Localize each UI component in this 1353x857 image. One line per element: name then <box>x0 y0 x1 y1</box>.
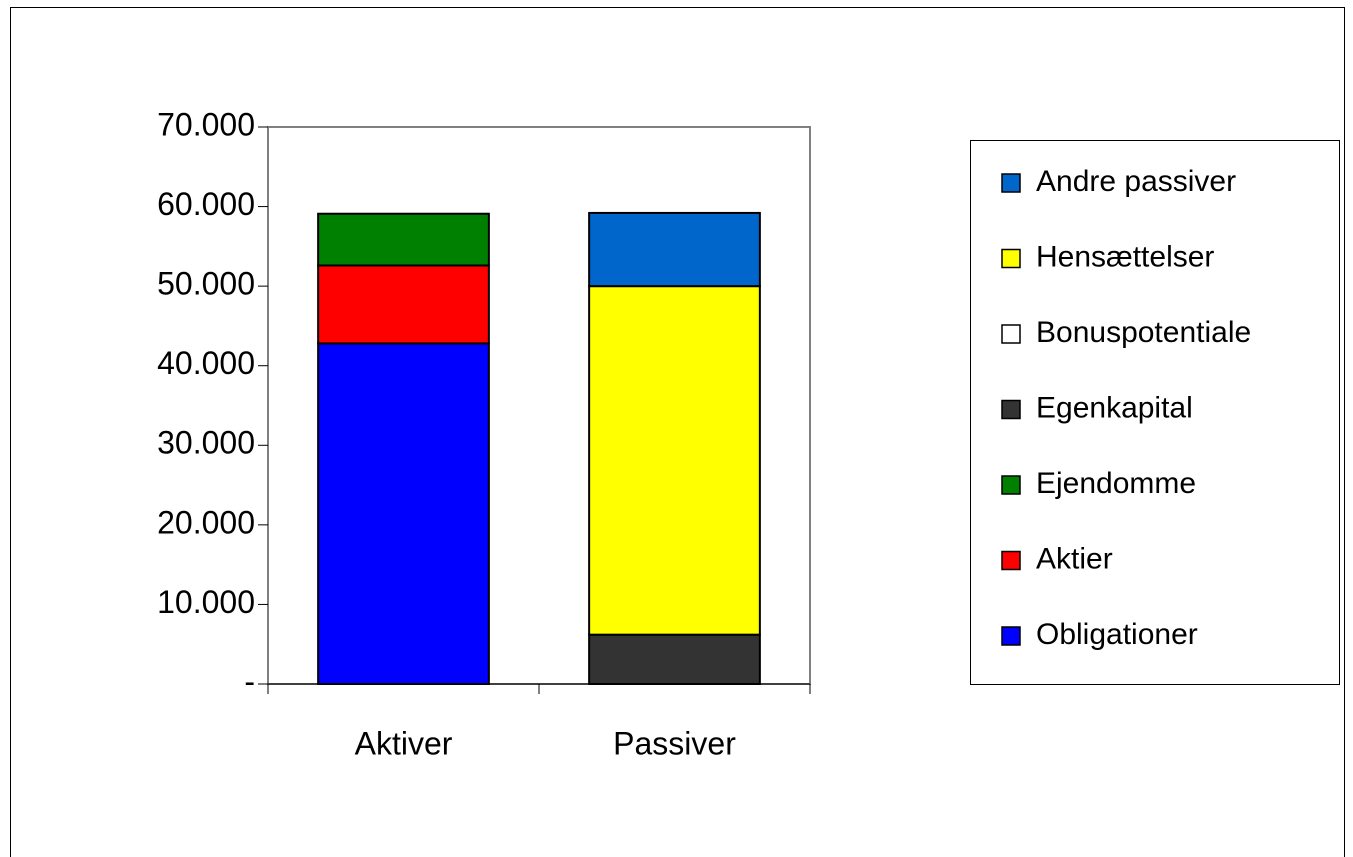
y-tick-label: 30.000 <box>157 425 255 461</box>
y-tick-label: 50.000 <box>157 266 255 302</box>
legend-swatch <box>1001 475 1021 495</box>
legend-label: Ejendomme <box>1036 467 1196 500</box>
legend-swatch <box>1001 399 1021 420</box>
legend-swatch <box>1001 248 1021 269</box>
bar-segment <box>317 264 490 345</box>
bar-segment <box>588 633 761 685</box>
y-tick-label: 60.000 <box>157 186 255 222</box>
legend-label: Bonuspotentiale <box>1036 316 1251 349</box>
bar-segment <box>317 212 490 267</box>
y-tick-label: - <box>244 663 255 699</box>
bar-segment <box>588 285 761 636</box>
bar-segment <box>588 211 761 288</box>
x-tick-label: Aktiver <box>355 725 453 761</box>
legend-label: Egenkapital <box>1036 391 1193 424</box>
legend-label: Andre passiver <box>1036 165 1236 198</box>
legend-swatch <box>1001 324 1021 344</box>
bar-segment <box>317 342 490 685</box>
legend-box <box>970 140 1340 685</box>
legend-swatch <box>1001 626 1021 646</box>
x-tick-label: Passiver <box>613 725 736 761</box>
legend-label: Aktier <box>1036 542 1113 575</box>
y-tick-label: 70.000 <box>157 106 255 142</box>
legend-swatch <box>1001 173 1021 193</box>
legend-label: Obligationer <box>1036 618 1198 651</box>
legend-swatch <box>1001 550 1021 571</box>
y-tick-label: 20.000 <box>157 504 255 540</box>
y-tick-label: 10.000 <box>157 584 255 620</box>
y-tick-label: 40.000 <box>157 345 255 381</box>
legend-label: Hensættelser <box>1036 240 1214 273</box>
